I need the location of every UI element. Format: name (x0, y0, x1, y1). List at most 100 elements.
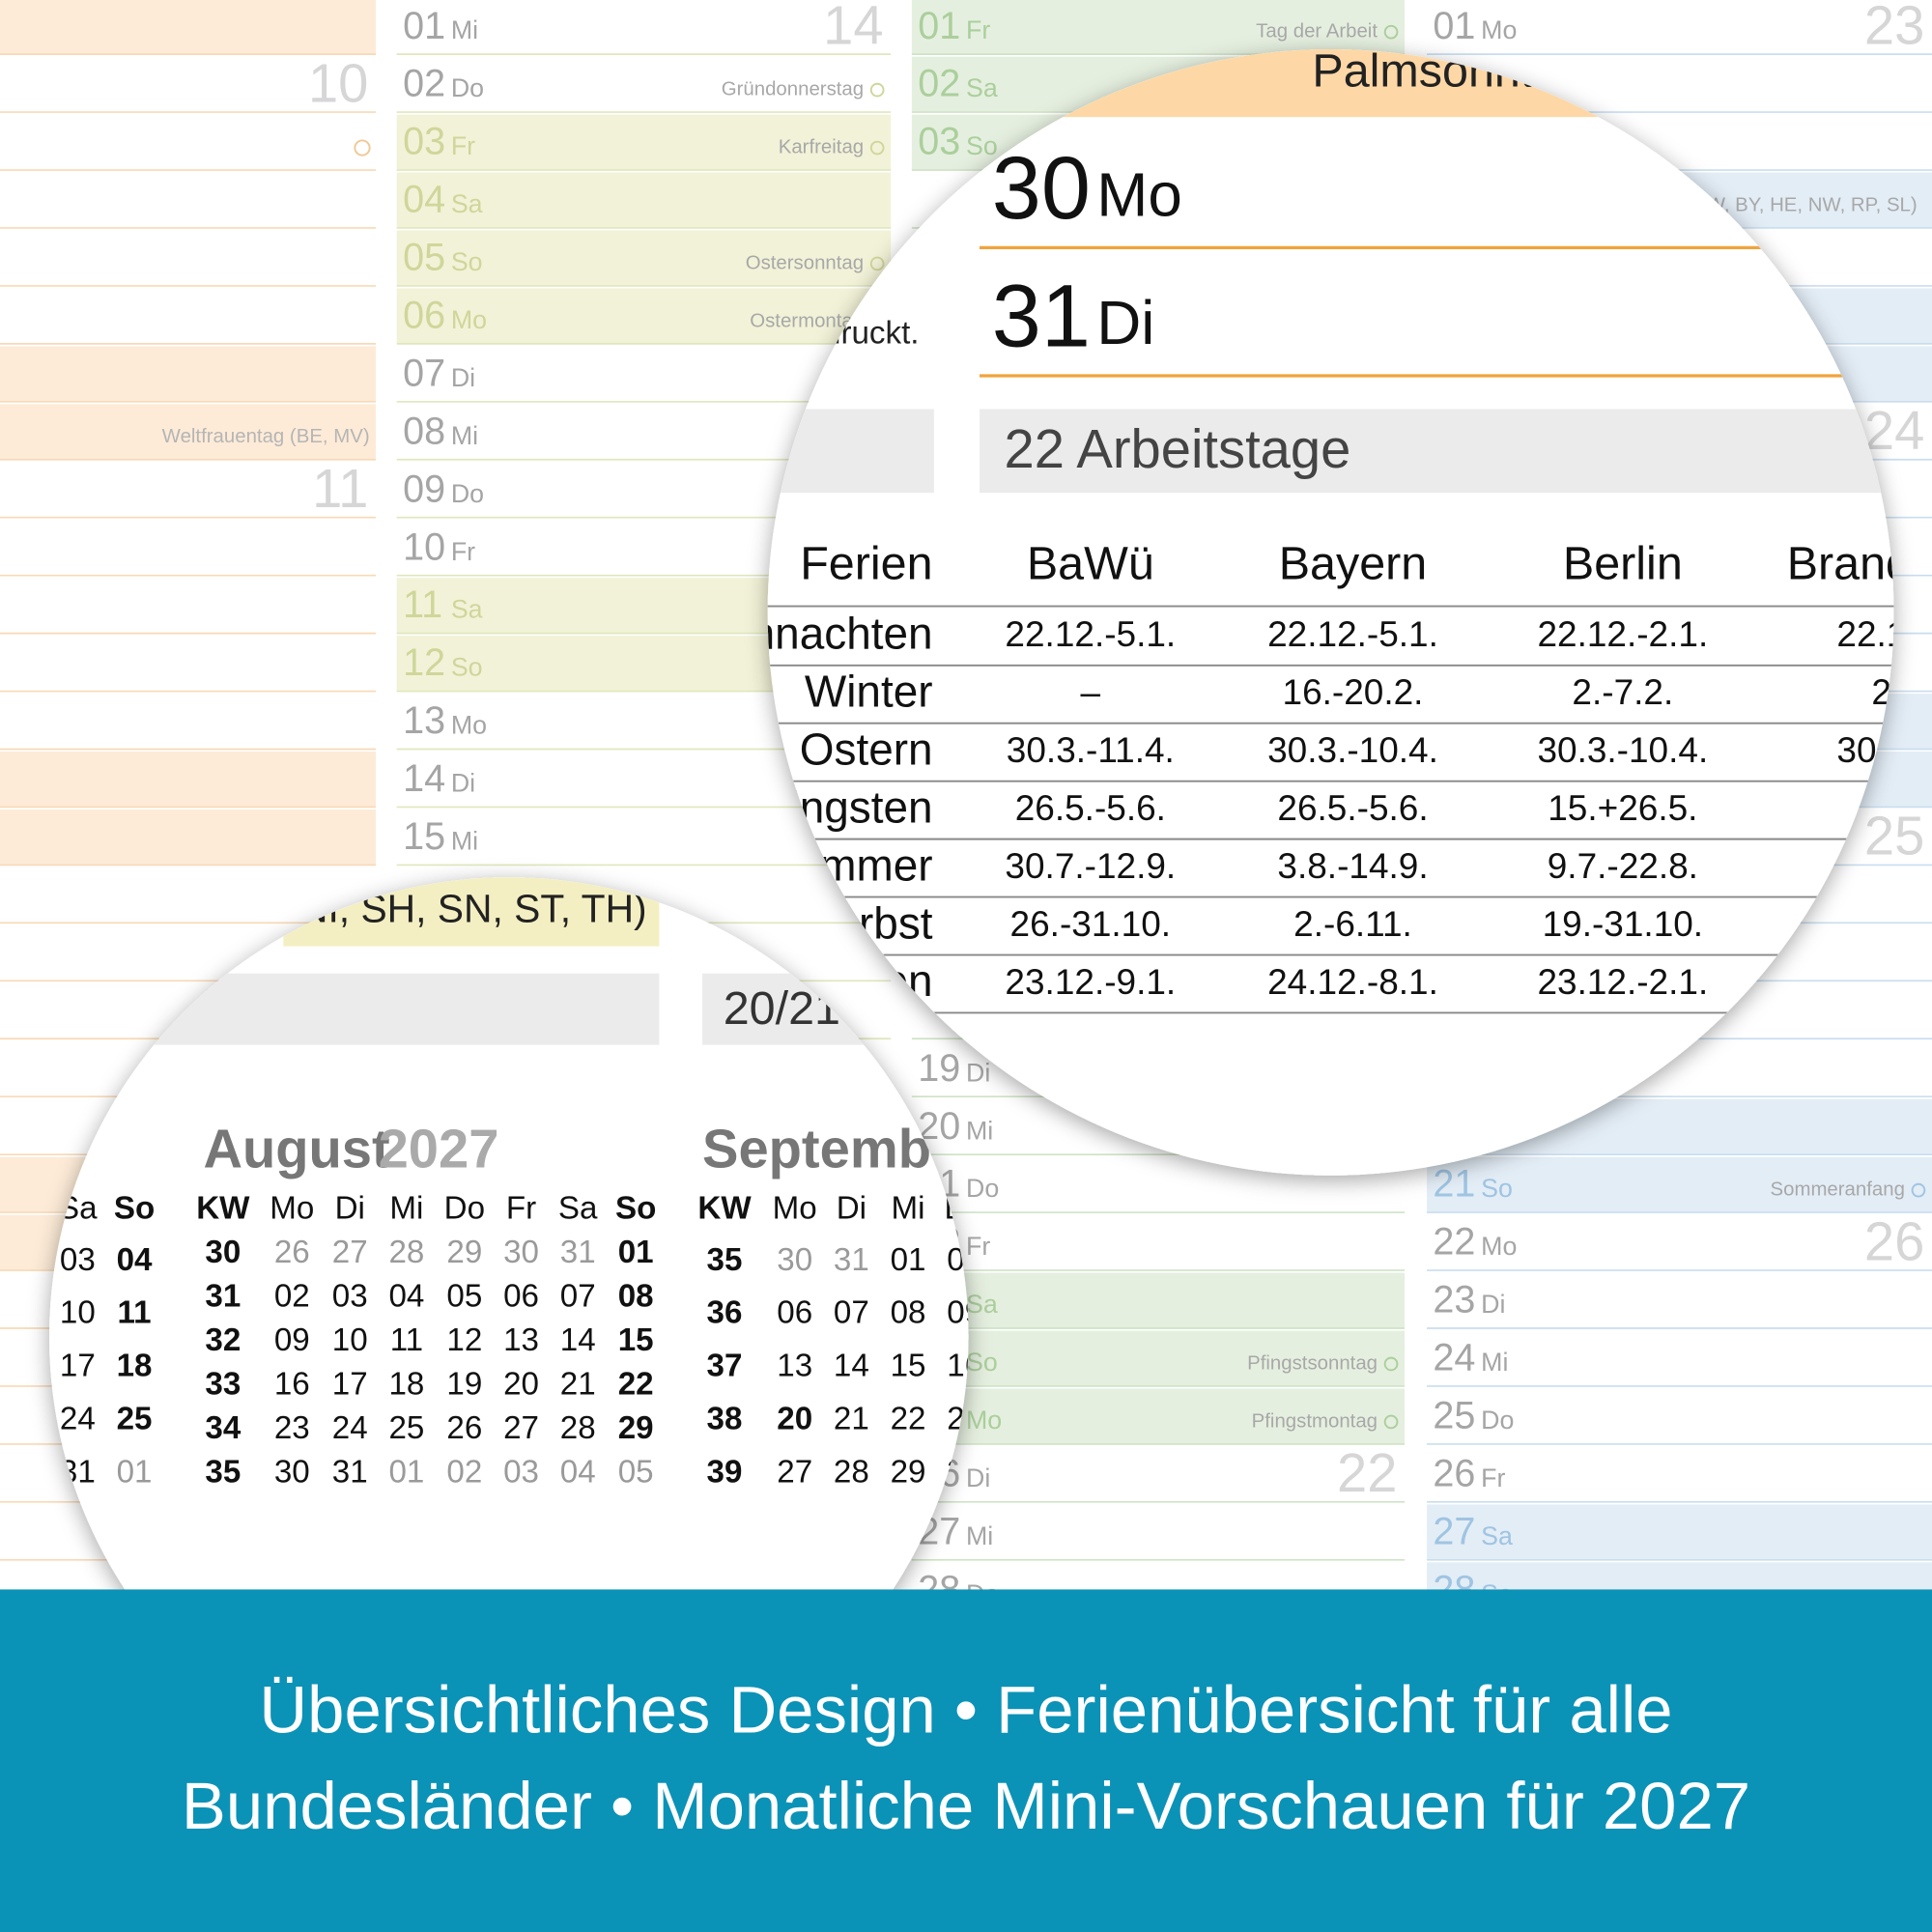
mini-day: 01 (891, 1242, 926, 1278)
day-number: 25 (1433, 1395, 1475, 1437)
mini-day: 31 (60, 1454, 96, 1490)
day-number: 03 (403, 121, 445, 163)
weekday: Do (451, 73, 484, 102)
table-header: Berlin (1563, 538, 1683, 590)
mini-day: 31 (560, 1235, 596, 1270)
mini-day: 30 (503, 1235, 539, 1270)
table-cell: 9.7.-22.8. (1548, 846, 1698, 886)
mini-day: 01 (388, 1454, 424, 1490)
mini-day: 18 (117, 1349, 153, 1384)
day-number: 31 (992, 267, 1091, 365)
weekday: Di (451, 363, 475, 392)
states-fragment: , MV, NI, SH, SN, ST, TH) (200, 887, 646, 931)
table-cell: 30.7.-12.9. (1005, 846, 1176, 886)
mini-day: 29 (618, 1410, 654, 1446)
mini-day: 17 (60, 1349, 96, 1384)
mini-day: 22 (618, 1366, 654, 1402)
table-header: Ferien (800, 538, 932, 590)
holiday-note: Weltfrauentag (BE, MV) (162, 426, 370, 447)
week-number: 32 (205, 1322, 241, 1358)
weekday: Mi (451, 827, 478, 856)
weekday: So (966, 131, 998, 160)
day-number: 01 (918, 5, 960, 47)
mini-day: 02 (274, 1279, 310, 1315)
week-number: 35 (707, 1242, 743, 1278)
weekday-header: So (615, 1190, 656, 1226)
week-number: 39 (707, 1454, 743, 1490)
row-label: Winter (805, 667, 933, 717)
table-cell: – (1081, 672, 1101, 712)
row-shade (1427, 1504, 1932, 1560)
day-number: 24 (1433, 1337, 1475, 1379)
day-number: 26 (1433, 1452, 1475, 1494)
week-number: 37 (707, 1349, 743, 1384)
week-number: 35 (205, 1454, 241, 1490)
weekday-header: Do (444, 1190, 485, 1226)
row-label: Ostern (800, 724, 933, 774)
week-number: 33 (205, 1366, 241, 1402)
week-number: 14 (823, 0, 883, 55)
mini-day: 15 (618, 1322, 654, 1358)
weekday: Di (966, 1463, 990, 1492)
row-shade (0, 346, 377, 402)
day-number: 30 (992, 139, 1091, 238)
weekday: Fr (966, 15, 990, 44)
banner-line: Bundesländer • Monatliche Mini-Vorschaue… (182, 1769, 1750, 1843)
week-number: 23 (1864, 0, 1924, 55)
table-cell: 30.3.-10.4. (1537, 730, 1708, 770)
holiday-note: (BW, BY, HE, NW, RP, SL) (1687, 194, 1917, 215)
banner (0, 1589, 1932, 1932)
mini-day: 30 (274, 1454, 310, 1490)
row-shade (911, 1330, 1406, 1386)
weekday: Do (966, 1174, 999, 1203)
mini-day: 09 (274, 1322, 310, 1358)
day-number: 01 (403, 5, 445, 47)
banner-line: Übersichtliches Design • Ferienübersicht… (259, 1673, 1672, 1747)
day-number: 10 (403, 526, 445, 568)
weekday: Sa (451, 189, 483, 218)
mini-day: 10 (60, 1295, 96, 1331)
weekday: Mo (451, 711, 487, 740)
row-shade (911, 0, 1406, 55)
weekday-header: KW (697, 1190, 752, 1226)
weekday: Do (451, 479, 484, 508)
mini-day: 31 (332, 1454, 368, 1490)
weekday: Mi (451, 421, 478, 450)
holiday-note: Karfreitag (779, 136, 864, 157)
mini-day: 28 (834, 1454, 869, 1490)
mini-day: 18 (388, 1366, 424, 1402)
mini-day: 08 (618, 1279, 654, 1315)
weekday: Di (1096, 288, 1154, 357)
day-number: 08 (403, 410, 445, 452)
mini-day: 13 (503, 1322, 539, 1358)
mini-day: 27 (777, 1454, 812, 1490)
day-number: 06 (403, 295, 445, 337)
weekday: So (451, 653, 483, 682)
holiday-note: Pfingstmontag (1252, 1410, 1378, 1432)
weekday: Sa (1481, 1521, 1513, 1550)
mini-day: 19 (446, 1366, 482, 1402)
mini-day: 16 (947, 1349, 982, 1384)
school-year: 20/21 (724, 982, 840, 1035)
table-cell: 30.3.-10.4. (1267, 730, 1438, 770)
row-shade (0, 810, 377, 866)
row-shade (911, 1272, 1406, 1328)
holiday-note: Tag der Arbeit (1256, 21, 1378, 43)
weekday: Di (1481, 1290, 1505, 1319)
row-shade (1427, 1156, 1932, 1213)
row-shade (911, 1388, 1406, 1444)
mini-day: 14 (834, 1349, 869, 1384)
holiday-marker (1911, 1182, 1926, 1198)
day-number: 22 (1433, 1221, 1475, 1264)
week-number: 26 (1864, 1210, 1924, 1271)
day-number: 20 (918, 1105, 960, 1148)
mini-day: 17 (332, 1366, 368, 1402)
week-number: 10 (308, 52, 368, 113)
mini-day: 04 (560, 1454, 596, 1490)
day-number: 12 (403, 641, 445, 684)
table-cell: 15.+26.5. (1548, 788, 1697, 828)
mini-day: 24 (60, 1401, 96, 1436)
day-number: 02 (918, 63, 960, 105)
